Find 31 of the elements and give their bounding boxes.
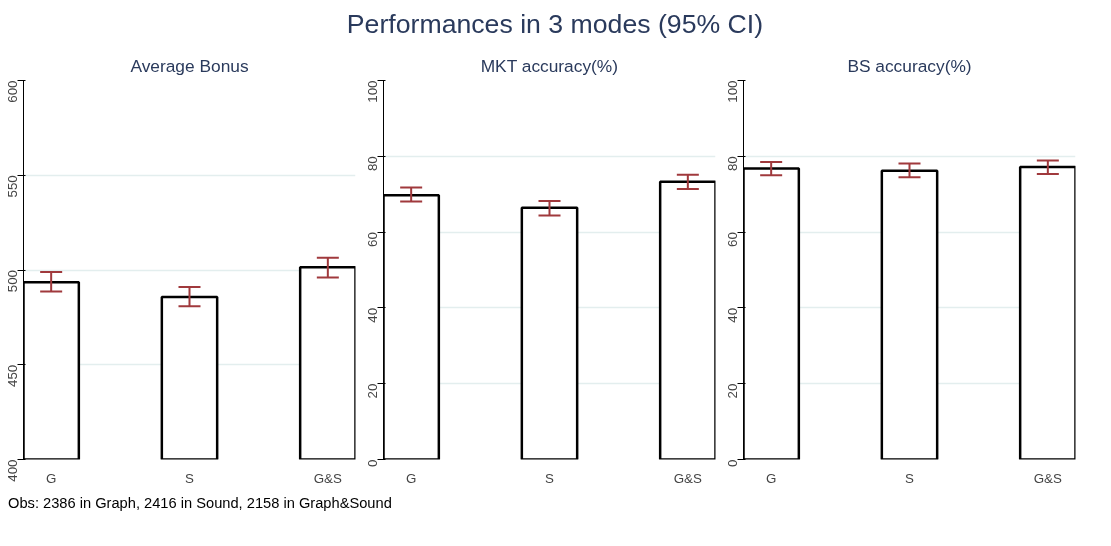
x-tick-label: G&S (1033, 470, 1063, 486)
y-tick-label: 550 (5, 175, 20, 198)
y-tick-label: 80 (365, 156, 380, 172)
chart-title: MKT accuracy(%) (480, 55, 619, 76)
y-tick-label: 500 (5, 270, 20, 293)
x-tick-label: G (45, 470, 57, 486)
x-tick-label: G (405, 470, 417, 486)
y-tick-label: 0 (365, 459, 380, 468)
y-tick-label: 100 (725, 80, 740, 103)
text: Performances in 3 modes (95% CI) (346, 8, 764, 41)
y-tick-label: 40 (725, 307, 740, 323)
y-tick-label: 60 (725, 232, 740, 248)
y-tick-label: 60 (365, 232, 380, 248)
x-tick-label: G&S (313, 470, 343, 486)
y-tick-label: 80 (725, 156, 740, 172)
y-tick-label: 20 (365, 383, 380, 399)
text: Obs: 2386 in Graph, 2416 in Sound, 2158 in Graph&Sound (8, 494, 392, 514)
y-tick-label: 40 (365, 307, 380, 323)
y-tick-label: 400 (5, 459, 20, 482)
x-tick-label: G (765, 470, 777, 486)
x-tick-label: S (905, 470, 915, 486)
y-tick-label: 20 (725, 383, 740, 399)
y-tick-label: 450 (5, 364, 20, 388)
y-tick-label: 600 (5, 80, 20, 103)
y-tick-label: 0 (725, 459, 740, 468)
x-tick-label: G&S (673, 470, 703, 486)
chart-title: BS accuracy(%) (847, 55, 972, 76)
x-tick-label: S (185, 470, 195, 486)
chart-title: Average Bonus (130, 55, 249, 76)
x-tick-label: S (545, 470, 555, 486)
y-tick-label: 100 (365, 80, 380, 103)
